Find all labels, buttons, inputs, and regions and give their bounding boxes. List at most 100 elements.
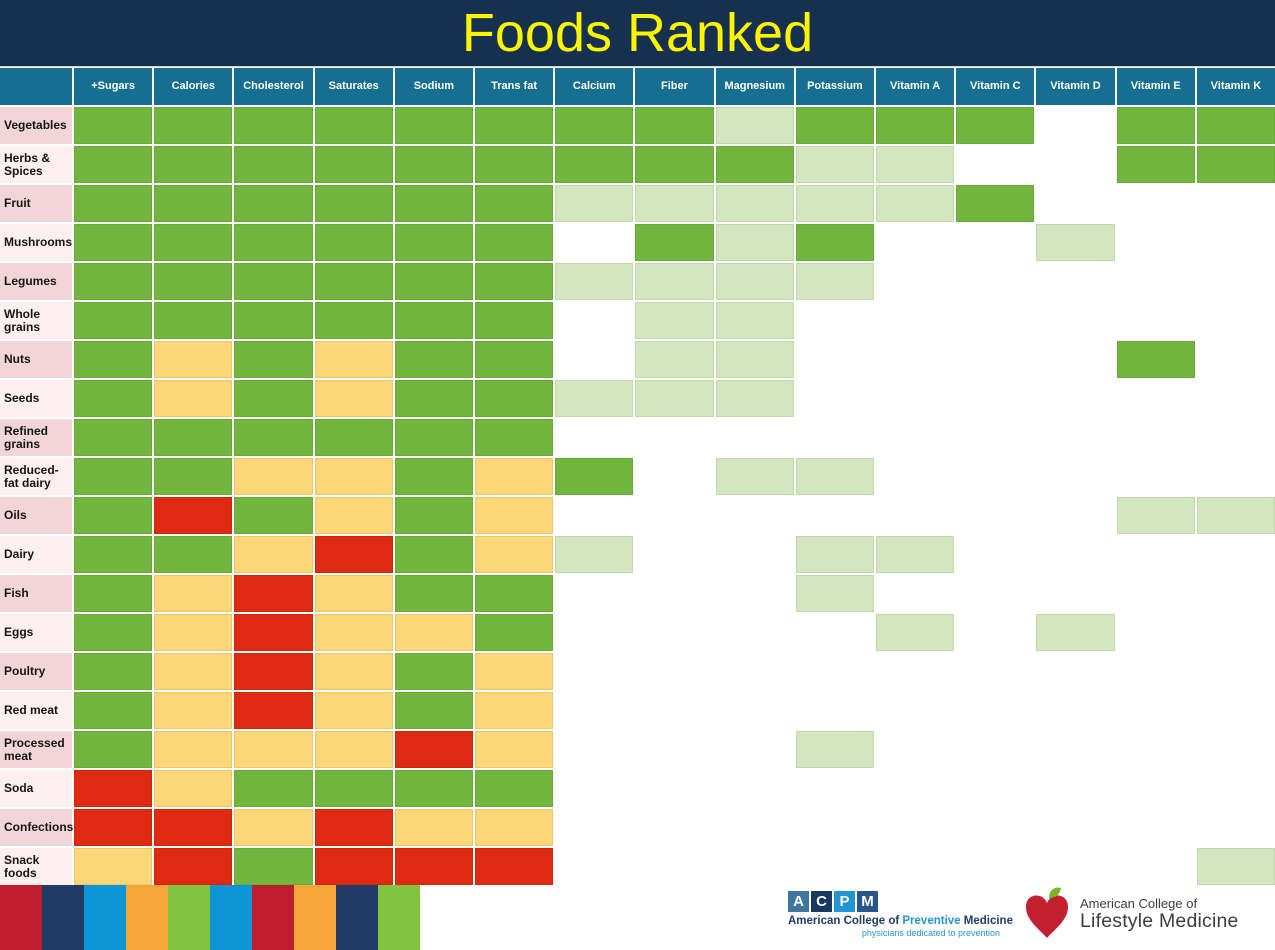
heatmap-cell: [1196, 848, 1275, 885]
heatmap-cell: [956, 848, 1035, 885]
heatmap-cell: [1196, 107, 1275, 144]
heatmap-cell: [474, 380, 554, 417]
heatmap-cell: [74, 107, 153, 144]
heatmap-cell: [956, 497, 1035, 534]
heatmap-cell: [956, 692, 1035, 729]
heatmap-cell: [635, 809, 714, 846]
heatmap-cell: [394, 497, 473, 534]
heatmap-cell: [875, 731, 955, 768]
heatmap-cell: [1036, 107, 1115, 144]
heatmap-cell: [555, 263, 634, 300]
row-label-nuts: Nuts: [0, 341, 72, 378]
heatmap-cell: [394, 302, 473, 339]
heatmap-cell: [956, 302, 1035, 339]
heatmap-cell: [154, 263, 233, 300]
heatmap-cell: [234, 458, 313, 495]
row-label-seeds: Seeds: [0, 380, 72, 417]
heatmap-cell: [154, 614, 233, 651]
heatmap-cell: [715, 848, 794, 885]
heatmap-cell: [314, 341, 393, 378]
heatmap-cell: [314, 848, 393, 885]
heatmap-cell: [474, 731, 554, 768]
heatmap-cell: [314, 536, 393, 573]
heatmap-cell: [715, 224, 794, 261]
heatmap-cell: [234, 380, 313, 417]
heatmap-cell: [795, 692, 874, 729]
row-label-poultry: Poultry: [0, 653, 72, 690]
heatmap-cell: [956, 419, 1035, 456]
acpm-name-part1: American College of: [788, 915, 903, 927]
color-strip: [0, 885, 420, 950]
heatmap-cell: [1036, 614, 1115, 651]
row-label-soda: Soda: [0, 770, 72, 807]
heatmap-cell: [715, 107, 794, 144]
column-header-vitamin-a: Vitamin A: [875, 68, 955, 105]
heatmap-cell: [314, 302, 393, 339]
column-header-saturates: Saturates: [314, 68, 393, 105]
heatmap-cell: [1116, 614, 1195, 651]
heatmap-cell: [1116, 107, 1195, 144]
aclm-name-line2: Lifestyle Medicine: [1080, 910, 1239, 933]
heatmap-cell: [1036, 341, 1115, 378]
heatmap-cell: [635, 263, 714, 300]
heatmap-cell: [234, 263, 313, 300]
acpm-letter-box-a: A: [788, 891, 809, 912]
heatmap-cell: [635, 458, 714, 495]
heatmap-cell: [875, 263, 955, 300]
column-header-sodium: Sodium: [394, 68, 473, 105]
heatmap-cell: [1116, 419, 1195, 456]
heatmap-cell: [956, 185, 1035, 222]
heatmap-cell: [1196, 380, 1275, 417]
heatmap-cell: [314, 653, 393, 690]
heatmap-cell: [74, 848, 153, 885]
heatmap-cell: [74, 146, 153, 183]
acpm-tagline: physicians dedicated to prevention: [861, 928, 1000, 938]
heatmap-cell: [795, 107, 874, 144]
heatmap-cell: [555, 224, 634, 261]
heatmap-cell: [635, 770, 714, 807]
heatmap-cell: [154, 224, 233, 261]
heatmap-cell: [1196, 263, 1275, 300]
heatmap-cell: [394, 341, 473, 378]
heatmap-cell: [234, 653, 313, 690]
heatmap-cell: [715, 497, 794, 534]
heatmap-cell: [314, 224, 393, 261]
row-label-reduced-fat-dairy: Reduced-fat dairy: [0, 458, 72, 495]
heatmap-cell: [74, 341, 153, 378]
heatmap-cell: [74, 575, 153, 612]
row-label-oils: Oils: [0, 497, 72, 534]
heatmap-cell: [555, 107, 634, 144]
heatmap-cell: [154, 653, 233, 690]
heatmap-cell: [875, 380, 955, 417]
heatmap-cell: [956, 224, 1035, 261]
row-label-fish: Fish: [0, 575, 72, 612]
heatmap-cell: [314, 809, 393, 846]
heatmap-cell: [1116, 263, 1195, 300]
row-label-refined-grains: Refined grains: [0, 419, 72, 456]
heatmap-cell: [1036, 575, 1115, 612]
heatmap-cell: [715, 809, 794, 846]
heatmap-cell: [1036, 536, 1115, 573]
heatmap-cell: [1036, 185, 1115, 222]
heatmap-cell: [635, 107, 714, 144]
row-label-processed-meat: Processed meat: [0, 731, 72, 768]
heatmap-cell: [795, 302, 874, 339]
heatmap-cell: [956, 614, 1035, 651]
heatmap-cell: [394, 263, 473, 300]
heatmap-cell: [795, 224, 874, 261]
heatmap-cell: [635, 692, 714, 729]
heatmap-cell: [875, 302, 955, 339]
heatmap-cell: [795, 575, 874, 612]
heatmap-cell: [1196, 146, 1275, 183]
heatmap-cell: [875, 185, 955, 222]
heatmap-cell: [875, 770, 955, 807]
heatmap-cell: [1196, 224, 1275, 261]
heatmap-cell: [474, 185, 554, 222]
heatmap-cell: [234, 302, 313, 339]
heatmap-cell: [314, 692, 393, 729]
heatmap-cell: [875, 224, 955, 261]
heatmap-cell: [154, 107, 233, 144]
heatmap-cell: [1196, 419, 1275, 456]
color-strip-square: [378, 885, 420, 950]
heatmap-cell: [795, 848, 874, 885]
